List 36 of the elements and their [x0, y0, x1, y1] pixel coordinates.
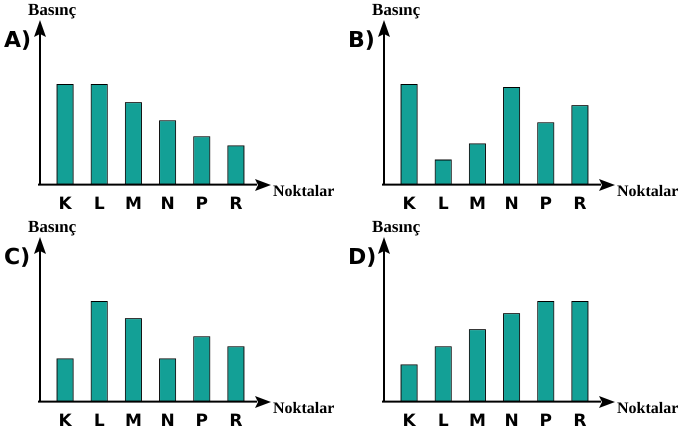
- chart-title: C): [4, 245, 30, 270]
- x-tick-label: L: [94, 194, 105, 214]
- x-tick-label: P: [196, 194, 208, 214]
- x-tick-label: P: [196, 411, 208, 432]
- x-tick-label: M: [468, 411, 486, 432]
- x-tick-label: P: [540, 194, 552, 214]
- x-tick-label: K: [402, 411, 416, 432]
- x-tick-label: P: [540, 411, 552, 432]
- x-tick-label: R: [229, 411, 242, 432]
- x-tick-label: N: [160, 194, 175, 214]
- x-tick-label: K: [58, 194, 72, 214]
- x-tick-label: L: [94, 411, 105, 432]
- x-tick-label: L: [438, 194, 449, 214]
- x-tick-label: L: [438, 411, 449, 432]
- x-tick-label: M: [124, 194, 142, 214]
- x-tick-label: N: [504, 411, 519, 432]
- x-axis-title: Noktalar: [273, 182, 334, 201]
- x-tick-label: R: [229, 194, 242, 214]
- x-tick-label: R: [573, 194, 586, 214]
- x-axis-title: Noktalar: [617, 182, 678, 201]
- x-tick-label: K: [402, 194, 416, 214]
- x-tick-label: M: [124, 411, 142, 432]
- y-axis-title: Basınç: [372, 0, 420, 20]
- x-tick-label: N: [504, 194, 519, 214]
- y-axis-title: Basınç: [28, 0, 76, 20]
- y-axis-title: Basınç: [28, 217, 76, 237]
- x-axis-title: Noktalar: [617, 400, 678, 418]
- y-axis-title: Basınç: [372, 217, 420, 237]
- chart-title: A): [4, 28, 32, 53]
- x-tick-label: M: [468, 194, 486, 214]
- chart-title: D): [348, 245, 376, 270]
- chart-title: B): [348, 28, 375, 53]
- x-tick-label: K: [58, 411, 72, 432]
- x-tick-label: R: [573, 411, 586, 432]
- x-tick-label: N: [160, 411, 175, 432]
- x-axis-title: Noktalar: [273, 400, 334, 418]
